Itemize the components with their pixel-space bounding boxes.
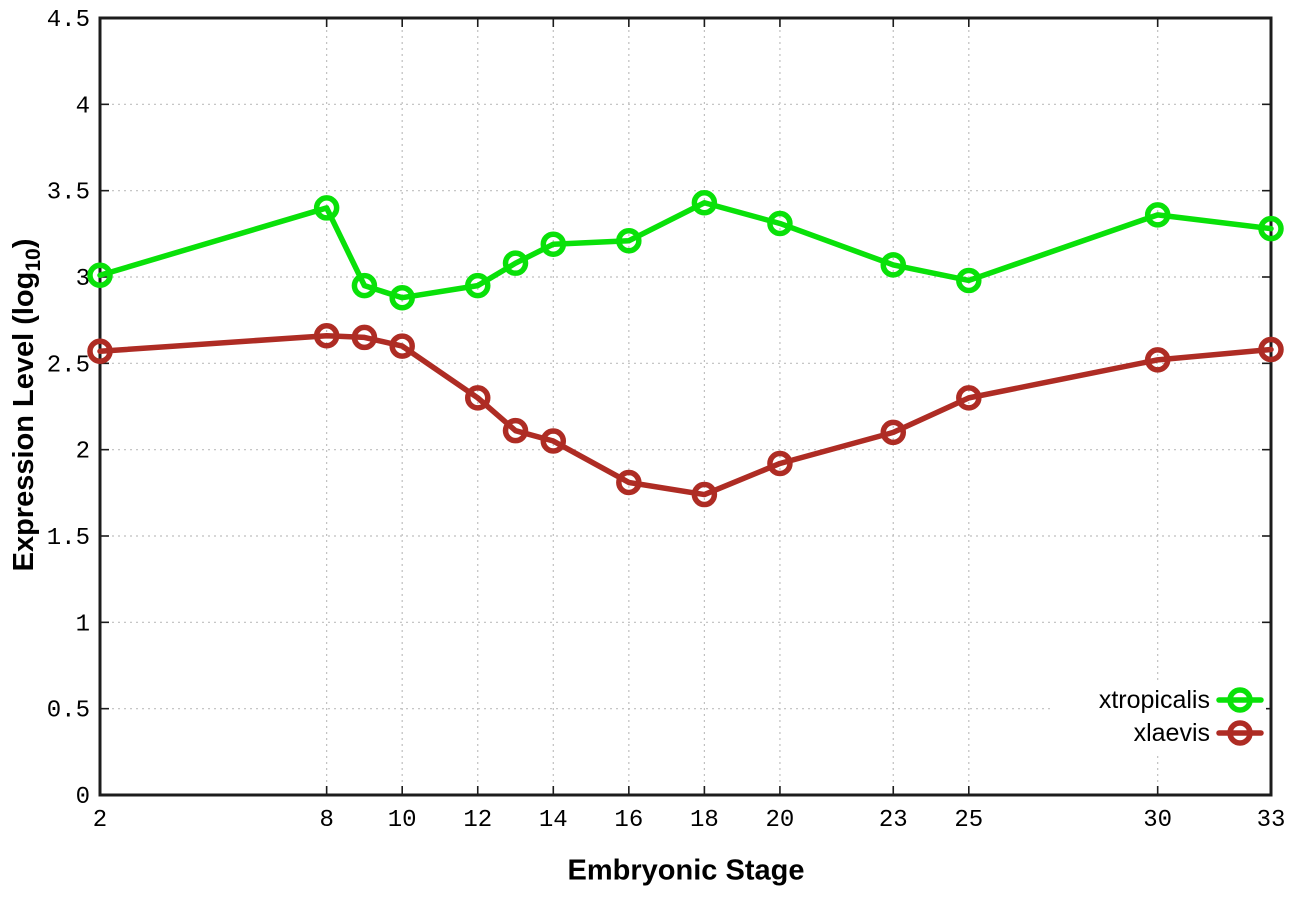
y-tick-label: 4: [76, 93, 90, 120]
series-xlaevis-marker: [767, 450, 793, 477]
series-xlaevis-marker: [502, 417, 529, 444]
x-tick-label: 10: [388, 807, 417, 834]
series-xlaevis-line: [97, 332, 1274, 498]
series-xtropicalis-marker: [502, 250, 529, 276]
x-tick-label: 14: [539, 807, 568, 834]
series-xlaevis-marker: [464, 385, 491, 411]
series-xtropicalis-marker: [389, 284, 415, 311]
series-xtropicalis-line: [97, 200, 1274, 301]
y-axis-title-text: Expression Level (log: [8, 271, 41, 572]
series-xlaevis-marker: [87, 338, 113, 364]
x-tick-label: 25: [954, 807, 983, 834]
y-tick-label: 0: [76, 784, 90, 811]
series-xlaevis-marker: [1258, 336, 1284, 363]
series-xlaevis-marker: [313, 322, 340, 349]
y-tick-label: 1.5: [47, 525, 90, 552]
y-tick-label: 3.5: [47, 180, 90, 207]
series-xtropicalis-marker: [767, 210, 793, 237]
y-axis-title-subscript: 10: [21, 248, 45, 272]
x-tick-label: 2: [93, 807, 107, 834]
series-xlaevis-marker: [616, 469, 642, 496]
y-tick-label: 3: [76, 266, 90, 293]
legend-label-xlaevis: xlaevis: [1134, 719, 1210, 747]
y-tick-label: 2: [76, 439, 90, 466]
series-xtropicalis-marker: [880, 252, 907, 278]
series-xtropicalis-marker: [351, 272, 378, 299]
series-xtropicalis-marker: [1258, 215, 1284, 242]
plot-border: [98, 16, 1273, 797]
x-tick-label: 30: [1143, 807, 1172, 834]
y-tick-label: 1: [76, 611, 90, 638]
series-xlaevis-marker: [389, 333, 415, 359]
x-tick-label: 12: [463, 807, 492, 834]
series-xtropicalis-marker: [87, 262, 113, 289]
series-xlaevis-marker: [1144, 347, 1171, 373]
series-xtropicalis-marker: [1144, 202, 1171, 228]
series-xtropicalis-marker: [464, 272, 491, 299]
x-tick-label: 8: [319, 807, 333, 834]
series-xtropicalis-marker: [313, 195, 340, 221]
series-xtropicalis-marker: [691, 190, 718, 216]
series-xlaevis-marker: [956, 385, 982, 411]
x-tick-label: 18: [690, 807, 719, 834]
series-xlaevis-marker: [880, 419, 907, 446]
y-tick-label: 2.5: [47, 352, 90, 379]
x-tick-label: 20: [766, 807, 795, 834]
legend-marker-xlaevis: [1227, 720, 1253, 746]
legend-label-xtropicalis: xtropicalis: [1099, 686, 1210, 714]
series-xtropicalis-marker: [956, 267, 982, 294]
y-tick-label: 0.5: [47, 698, 90, 725]
x-tick-label: 23: [879, 807, 908, 834]
x-tick-label: 16: [614, 807, 643, 834]
x-axis-title: Embryonic Stage: [567, 854, 805, 887]
series-xtropicalis-marker: [540, 231, 567, 257]
y-axis-title-suffix: ): [8, 238, 41, 249]
y-axis-title: Expression Level (log10): [8, 239, 46, 572]
y-tick-label: 4.5: [47, 7, 90, 34]
legend-marker-xtropicalis: [1227, 687, 1253, 713]
series-xtropicalis-marker: [616, 227, 642, 254]
series-xlaevis-marker: [691, 481, 718, 508]
series-xlaevis-marker: [351, 324, 378, 351]
series-xlaevis-marker: [540, 428, 567, 454]
x-tick-label: 33: [1257, 807, 1286, 834]
